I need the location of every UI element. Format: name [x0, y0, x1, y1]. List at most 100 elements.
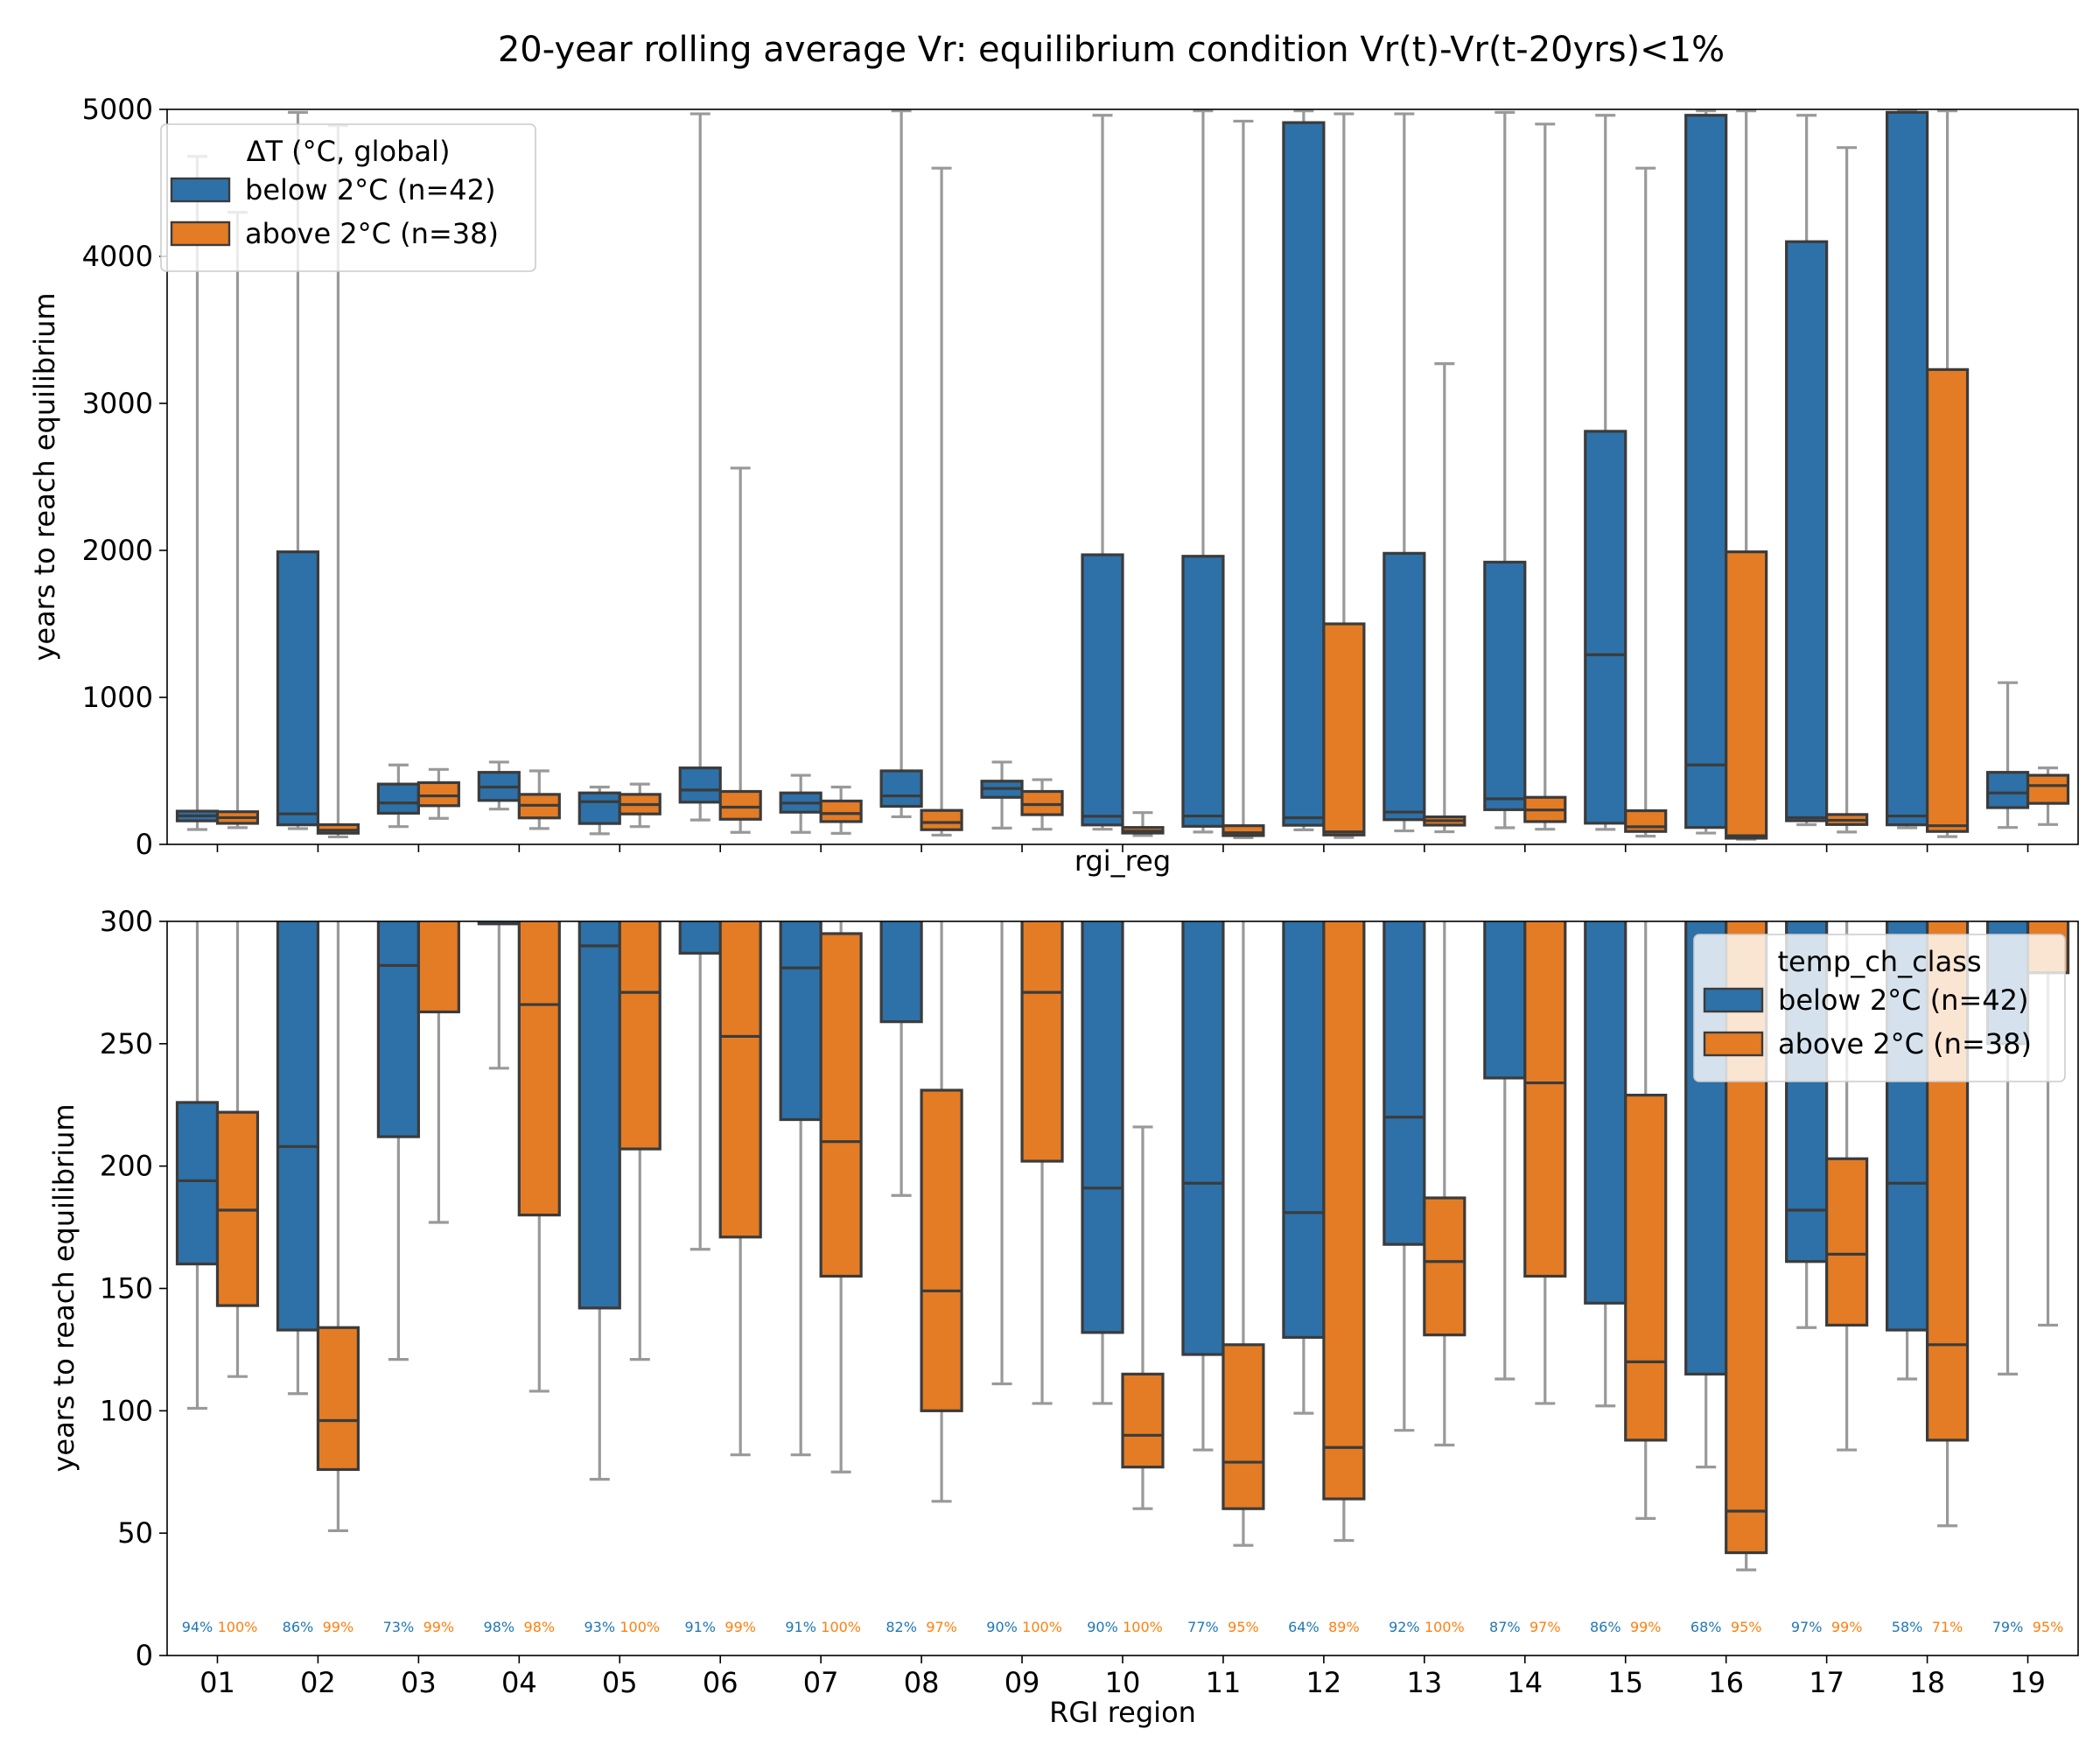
pct-label-below: 87%	[1489, 1619, 1521, 1635]
box-below-17	[1785, 240, 1829, 822]
x-tick-label: 12	[1306, 1666, 1342, 1699]
pct-label-above: 98%	[524, 1619, 556, 1635]
bottom-y-axis: 0 50 100 150 200 250 300	[100, 905, 167, 1672]
box-above-07	[819, 932, 863, 1278]
top-x-axis	[216, 844, 2029, 852]
box-below-03	[376, 782, 420, 815]
x-tick-label: 05	[602, 1666, 638, 1699]
bottom-plot-area	[175, 603, 2070, 1572]
box-above-11	[1222, 1343, 1265, 1510]
box-below-08	[879, 921, 923, 1024]
pct-label-above: 100%	[1424, 1619, 1465, 1635]
x-tick-label: 06	[703, 1666, 738, 1699]
box-below-09	[982, 603, 1022, 872]
pct-label-above: 100%	[1022, 1619, 1062, 1635]
box-below-02	[276, 921, 320, 1332]
x-tick-label: 13	[1406, 1666, 1442, 1699]
box-above-18	[1925, 368, 1970, 833]
box-below-11	[1181, 921, 1225, 1356]
pct-label-above: 100%	[1123, 1619, 1163, 1635]
y-tick-label: 0	[136, 828, 153, 861]
pct-label-below: 68%	[1690, 1619, 1722, 1635]
pct-label-above: 95%	[1731, 1619, 1762, 1635]
legend-label-above: above 2°C (n=38)	[245, 217, 499, 250]
x-tick-label: 03	[401, 1666, 437, 1699]
box-above-13	[1423, 1196, 1466, 1337]
box-below-15	[1584, 921, 1628, 1305]
bottom-x-axis-label: RGI region	[1049, 1696, 1196, 1729]
y-tick-label: 0	[136, 1639, 153, 1672]
box-above-19	[2026, 774, 2070, 805]
y-tick-label: 3000	[82, 387, 153, 420]
pct-label-below: 92%	[1389, 1619, 1420, 1635]
box-below-02	[276, 550, 320, 827]
y-tick-label: 150	[100, 1272, 153, 1306]
box-above-08	[920, 1088, 963, 1412]
box-below-11	[1181, 555, 1225, 828]
y-tick-label: 300	[100, 905, 153, 938]
box-above-10	[1121, 1372, 1165, 1469]
box-above-03	[416, 921, 460, 1014]
box-below-13	[1382, 921, 1426, 1246]
x-tick-label: 07	[803, 1666, 839, 1699]
legend-title: temp_ch_class	[1777, 945, 1981, 978]
pct-label-below: 98%	[484, 1619, 515, 1635]
pct-label-below: 58%	[1892, 1619, 1923, 1635]
x-tick-label: 16	[1708, 1666, 1744, 1699]
pct-label-below: 90%	[1087, 1619, 1118, 1635]
legend-title: ΔT (°C, global)	[247, 135, 451, 168]
legend-label-above: above 2°C (n=38)	[1778, 1027, 2032, 1060]
pct-label-below: 94%	[182, 1619, 214, 1635]
box-above-12	[1322, 921, 1366, 1501]
box-below-14	[1483, 921, 1527, 1080]
pct-label-below: 93%	[584, 1619, 615, 1635]
legend-label-below: below 2°C (n=42)	[245, 173, 495, 206]
y-tick-label: 250	[100, 1027, 153, 1060]
box-below-03	[376, 921, 420, 1138]
pct-label-below: 91%	[684, 1619, 716, 1635]
box-above-07	[819, 799, 863, 823]
box-below-07	[779, 921, 822, 1122]
y-tick-label: 200	[100, 1150, 153, 1183]
box-below-10	[1081, 553, 1124, 827]
pct-label-below: 79%	[1992, 1619, 2024, 1635]
top-plot-area	[175, 109, 2070, 841]
y-tick-label: 4000	[82, 240, 153, 273]
pct-label-above: 99%	[424, 1619, 455, 1635]
box-above-19	[2026, 921, 2070, 975]
box-below-01	[175, 1101, 220, 1266]
pct-label-above: 89%	[1328, 1619, 1360, 1635]
box-below-08	[879, 769, 923, 808]
y-tick-label: 1000	[82, 681, 153, 714]
box-below-05	[578, 791, 621, 825]
box-below-15	[1584, 430, 1628, 825]
pct-label-below: 73%	[383, 1619, 415, 1635]
box-above-02	[316, 1326, 360, 1472]
box-above-15	[1624, 1093, 1668, 1442]
legend-swatch-above	[170, 220, 231, 247]
x-tick-label: 04	[501, 1666, 537, 1699]
y-tick-label: 2000	[82, 534, 153, 567]
pct-label-below: 64%	[1288, 1619, 1320, 1635]
top-x-axis-label: rgi_reg	[1074, 844, 1171, 878]
x-tick-label: 10	[1105, 1666, 1141, 1699]
top-legend: ΔT (°C, global) below 2°C (n=42) above 2°C…	[160, 123, 536, 272]
box-below-05	[578, 921, 621, 1310]
pct-label-below: 90%	[986, 1619, 1018, 1635]
x-tick-label: 11	[1206, 1666, 1242, 1699]
pct-label-below: 86%	[283, 1619, 314, 1635]
x-tick-label: 17	[1809, 1666, 1844, 1699]
top-y-axis-label: years to reach equilibrium	[28, 292, 61, 661]
pct-label-below: 86%	[1590, 1619, 1621, 1635]
pct-label-above: 95%	[1228, 1619, 1259, 1635]
y-tick-label: 100	[100, 1394, 153, 1427]
pct-label-above: 97%	[926, 1619, 957, 1635]
box-below-16	[1684, 114, 1728, 830]
box-below-10	[1081, 921, 1124, 1334]
box-below-18	[1886, 110, 1929, 827]
x-tick-label: 15	[1607, 1666, 1643, 1699]
x-tick-label: 19	[2010, 1666, 2046, 1699]
